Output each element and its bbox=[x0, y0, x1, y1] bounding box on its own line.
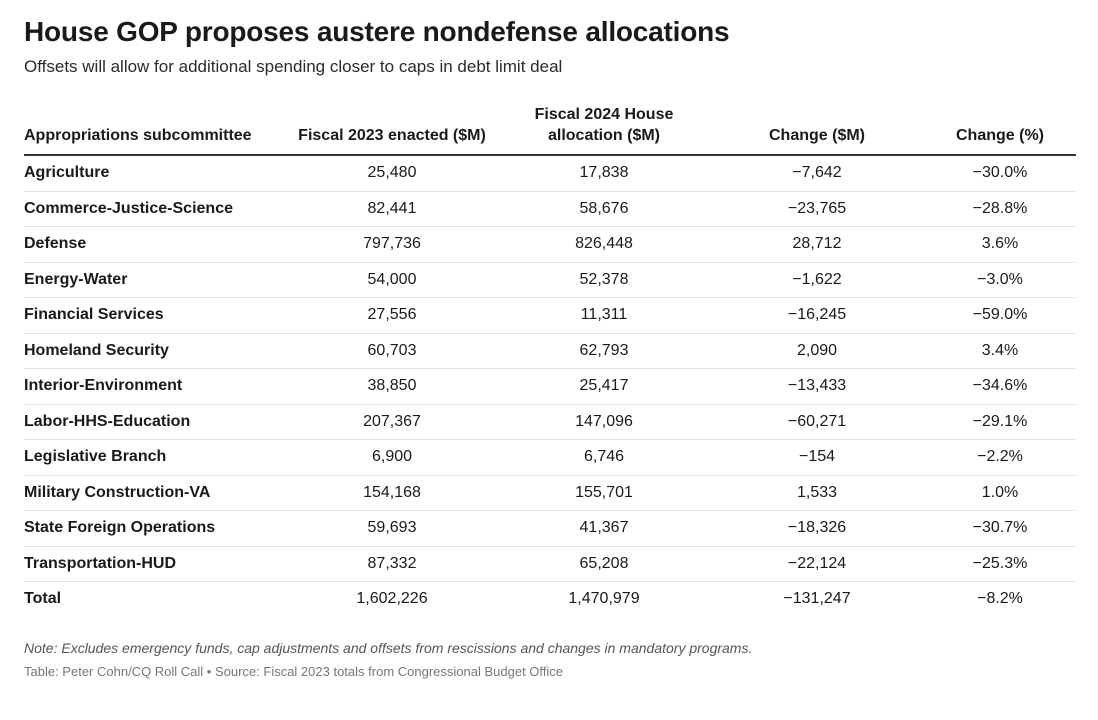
cell-change-amount: −60,271 bbox=[710, 404, 924, 440]
cell-change-percent: −8.2% bbox=[977, 590, 1023, 608]
cell-fy2023: 60,703 bbox=[286, 333, 498, 369]
cell-fy2024: 11,311 bbox=[498, 297, 710, 334]
cell-change-percent: −28.8% bbox=[924, 191, 1076, 227]
cell-fy2023: 6,900 bbox=[286, 439, 498, 476]
table-row: Agriculture 25,480 17,838 −7,642 −30.0% bbox=[24, 155, 1076, 192]
column-header-fy2024: Fiscal 2024 House allocation ($M) bbox=[498, 104, 710, 156]
cell-fy2024: 6,746 bbox=[498, 439, 710, 476]
cell-fy2023: 27,556 bbox=[286, 297, 498, 334]
table-row: Legislative Branch 6,900 6,746 −154 −2.2% bbox=[24, 439, 1076, 476]
cell-change-amount: −154 bbox=[710, 439, 924, 476]
cell-change-percent: −25.3% bbox=[924, 546, 1076, 582]
table-row: Homeland Security 60,703 62,793 2,090 3.4% bbox=[24, 333, 1076, 369]
cell-subcommittee: State Foreign Operations bbox=[24, 510, 286, 547]
cell-change-amount: 2,090 bbox=[710, 333, 924, 369]
cell-change-amount: 28,712 bbox=[710, 226, 924, 263]
table-row: Energy-Water 54,000 52,378 −1,622 −3.0% bbox=[24, 262, 1076, 298]
column-header-fy2023: Fiscal 2023 enacted ($M) bbox=[286, 104, 498, 156]
cell-fy2023: 1,602,226 bbox=[356, 590, 428, 608]
column-header-subcommittee: Appropriations subcommittee bbox=[24, 104, 286, 156]
table-header-row: Appropriations subcommittee Fiscal 2023 … bbox=[24, 104, 1076, 156]
cell-change-percent: −59.0% bbox=[924, 297, 1076, 334]
cell-fy2024: 62,793 bbox=[498, 333, 710, 369]
table-row: Transportation-HUD 87,332 65,208 −22,124 −25… bbox=[24, 546, 1076, 582]
cell-subcommittee: Commerce-Justice-Science bbox=[24, 191, 286, 227]
cell-subcommittee: Interior-Environment bbox=[24, 368, 286, 405]
table-source: Table: Peter Cohn/CQ Roll Call • Source:… bbox=[24, 663, 564, 679]
cell-change-amount: −7,642 bbox=[710, 155, 924, 192]
column-header-change-amount: Change ($M) bbox=[710, 104, 924, 156]
cell-fy2024: 52,378 bbox=[498, 262, 710, 298]
cell-change-amount: −1,622 bbox=[710, 262, 924, 298]
cell-change-percent: −29.1% bbox=[924, 404, 1076, 440]
table-body: Agriculture 25,480 17,838 −7,642 −30.0% Comme… bbox=[24, 155, 1076, 617]
cell-change-amount: −131,247 bbox=[783, 590, 851, 608]
cell-change-percent: 3.6% bbox=[924, 226, 1076, 263]
chart-subtitle: Offsets will allow for additional spendi… bbox=[24, 57, 563, 76]
cell-subcommittee: Agriculture bbox=[24, 155, 286, 192]
cell-change-amount: −18,326 bbox=[710, 510, 924, 547]
cell-fy2024: 65,208 bbox=[498, 546, 710, 582]
cell-change-percent: 3.4% bbox=[924, 333, 1076, 369]
table-row: Commerce-Justice-Science 82,441 58,676 −23,… bbox=[24, 191, 1076, 227]
cell-subcommittee: Defense bbox=[24, 226, 286, 263]
table-row: Defense 797,736 826,448 28,712 3.6% bbox=[24, 226, 1076, 263]
cell-subcommittee: Financial Services bbox=[24, 297, 286, 334]
cell-change-amount: −16,245 bbox=[710, 297, 924, 334]
cell-fy2024: 147,096 bbox=[498, 404, 710, 440]
table-row: State Foreign Operations 59,693 41,367 −18,… bbox=[24, 510, 1076, 547]
cell-fy2023: 54,000 bbox=[286, 262, 498, 298]
cell-change-amount: −13,433 bbox=[710, 368, 924, 405]
cell-change-percent: 1.0% bbox=[924, 475, 1076, 511]
cell-change-percent: −3.0% bbox=[924, 262, 1076, 298]
table-row: Total 1,602,226 1,470,979 −131,247 −8.2% bbox=[24, 582, 1076, 617]
cell-subcommittee: Labor-HHS-Education bbox=[24, 404, 286, 440]
table-figure: House GOP proposes austere nondefense al… bbox=[24, 14, 1076, 680]
cell-fy2024: 826,448 bbox=[498, 226, 710, 263]
cell-fy2023: 154,168 bbox=[286, 475, 498, 511]
cell-change-percent: −30.0% bbox=[924, 155, 1076, 192]
cell-fy2023: 38,850 bbox=[286, 368, 498, 405]
table-row: Financial Services 27,556 11,311 −16,245 −59… bbox=[24, 297, 1076, 334]
column-header-change-percent: Change (%) bbox=[924, 104, 1076, 156]
table-row: Military Construction-VA 154,168 155,701 1,… bbox=[24, 475, 1076, 511]
cell-subcommittee: Transportation-HUD bbox=[24, 546, 286, 582]
appropriations-table: Appropriations subcommittee Fiscal 2023 … bbox=[24, 104, 1076, 617]
cell-fy2024: 25,417 bbox=[498, 368, 710, 405]
chart-title: House GOP proposes austere nondefense al… bbox=[24, 16, 730, 47]
cell-change-amount: −23,765 bbox=[710, 191, 924, 227]
cell-fy2023: 25,480 bbox=[286, 155, 498, 192]
cell-fy2023: 207,367 bbox=[286, 404, 498, 440]
cell-change-percent: −30.7% bbox=[924, 510, 1076, 547]
table-note: Note: Excludes emergency funds, cap adju… bbox=[24, 639, 753, 656]
cell-fy2023: 87,332 bbox=[286, 546, 498, 582]
cell-fy2024: 155,701 bbox=[498, 475, 710, 511]
cell-fy2023: 59,693 bbox=[286, 510, 498, 547]
table-row: Interior-Environment 38,850 25,417 −13,433−… bbox=[24, 368, 1076, 405]
cell-subcommittee: Legislative Branch bbox=[24, 439, 286, 476]
cell-change-amount: 1,533 bbox=[710, 475, 924, 511]
table-row: Labor-HHS-Education 207,367 147,096 −60,271… bbox=[24, 404, 1076, 440]
cell-subcommittee: Energy-Water bbox=[24, 262, 286, 298]
cell-change-percent: −2.2% bbox=[924, 439, 1076, 476]
cell-fy2023: 797,736 bbox=[286, 226, 498, 263]
cell-fy2024: 1,470,979 bbox=[568, 590, 640, 608]
cell-subcommittee: Homeland Security bbox=[24, 333, 286, 369]
cell-change-amount: −22,124 bbox=[710, 546, 924, 582]
cell-fy2024: 41,367 bbox=[498, 510, 710, 547]
cell-subcommittee: Military Construction-VA bbox=[24, 475, 286, 511]
cell-fy2023: 82,441 bbox=[286, 191, 498, 227]
cell-change-percent: −34.6% bbox=[924, 368, 1076, 405]
cell-subcommittee: Total bbox=[24, 590, 62, 608]
cell-fy2024: 17,838 bbox=[498, 155, 710, 192]
cell-fy2024: 58,676 bbox=[498, 191, 710, 227]
